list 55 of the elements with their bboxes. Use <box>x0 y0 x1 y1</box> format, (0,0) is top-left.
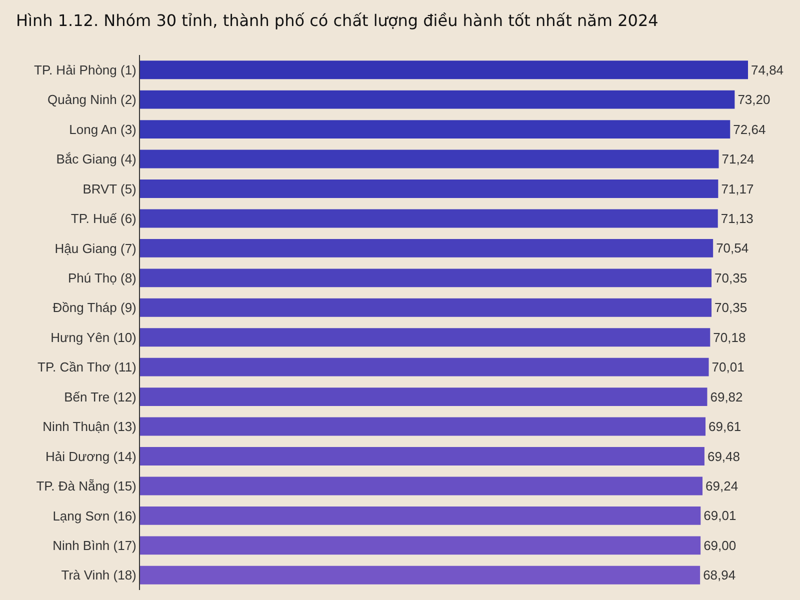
bar <box>140 506 701 525</box>
data-label: 70,01 <box>712 360 744 375</box>
bar <box>140 476 703 496</box>
y-tick-label: Long An (3) <box>69 122 136 137</box>
bar <box>140 150 719 168</box>
bar <box>140 268 712 288</box>
data-label: 69,82 <box>710 389 743 404</box>
bar <box>140 120 730 139</box>
data-label: 70,18 <box>713 330 746 345</box>
data-label: 70,54 <box>716 240 749 256</box>
y-tick-label: Phú Thọ (8) <box>68 270 136 286</box>
y-tick-label: TP. Đà Nẵng (15) <box>36 478 136 494</box>
bar <box>140 566 700 584</box>
bar <box>140 358 709 376</box>
y-tick-label: Ninh Bình (17) <box>52 538 136 553</box>
y-tick-label: Hậu Giang (7) <box>54 240 136 256</box>
data-label: 71,13 <box>720 210 754 226</box>
data-label: 69,00 <box>704 538 736 553</box>
data-label: 73,20 <box>738 92 770 108</box>
data-label: 70,35 <box>714 300 748 316</box>
data-label: 69,48 <box>707 448 740 464</box>
data-label: 71,17 <box>721 181 754 196</box>
y-tick-label: Bắc Giang (4) <box>56 152 136 167</box>
y-tick-label: Trà Vinh (18) <box>61 568 136 583</box>
y-tick-label: TP. Cần Thơ (11) <box>38 360 136 375</box>
data-label: 69,61 <box>708 419 742 434</box>
bar <box>140 209 718 228</box>
y-tick-label: Đồng Tháp (9) <box>52 300 136 316</box>
y-tick-label: Ninh Thuận (13) <box>42 419 136 434</box>
chart-title: Hình 1.12. Nhóm 30 tỉnh, thành phố có chất lượng điều hành tốt nhất năm 2024 <box>16 11 658 30</box>
y-tick-label: TP. Huế (6) <box>70 211 136 226</box>
bar <box>140 328 710 347</box>
bar <box>140 447 704 466</box>
y-tick-label: BRVT (5) <box>82 181 136 196</box>
bar <box>140 180 718 198</box>
y-tick-label: Quảng Ninh (2) <box>48 92 136 108</box>
data-label: 69,24 <box>706 478 738 494</box>
y-tick-label: Lạng Sơn (16) <box>52 508 136 524</box>
data-label: 72,64 <box>733 122 766 137</box>
bar <box>140 298 712 317</box>
y-tick-label: Hưng Yên (10) <box>50 330 136 345</box>
bar <box>140 417 706 436</box>
bar <box>140 60 748 80</box>
bar <box>140 388 708 406</box>
y-tick-label: TP. Hải Phòng (1) <box>34 62 136 78</box>
data-label: 70,35 <box>714 270 748 286</box>
data-label: 68,94 <box>703 568 736 583</box>
bar <box>140 536 701 555</box>
bar <box>140 238 714 258</box>
y-tick-label: Hải Dương (14) <box>45 448 136 464</box>
data-label: 69,01 <box>704 508 736 524</box>
bar <box>140 90 735 109</box>
data-label: 71,24 <box>722 152 754 167</box>
data-label: 74,84 <box>751 62 784 78</box>
y-tick-label: Bến Tre (12) <box>64 389 136 404</box>
